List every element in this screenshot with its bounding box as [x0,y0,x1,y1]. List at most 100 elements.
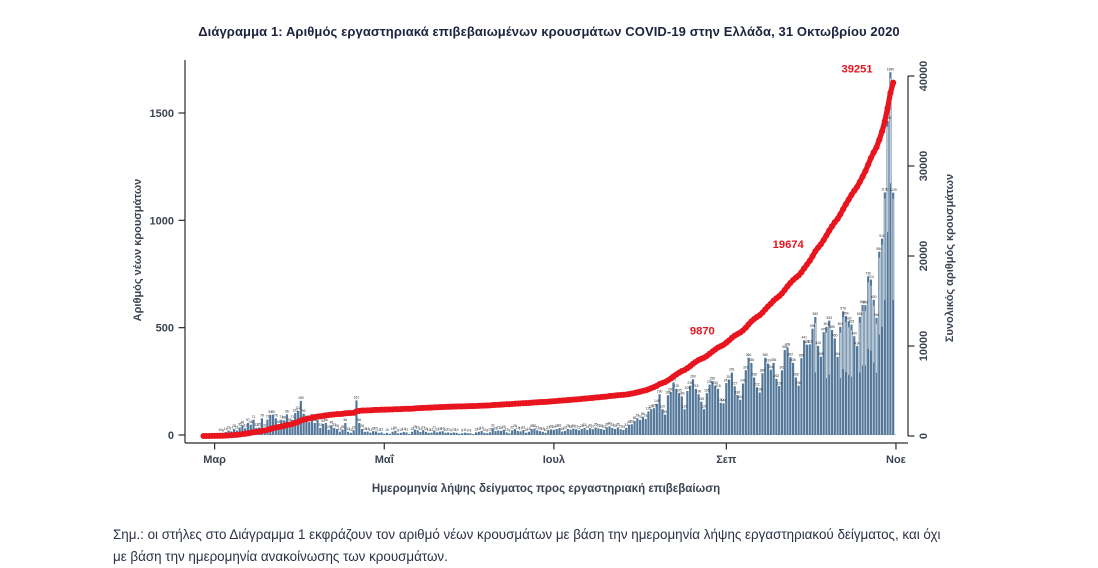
bar-value-label: 533 [826,316,832,320]
bar [625,428,627,435]
bar [778,386,780,435]
bar-value-label: 35 [257,423,261,427]
bar [617,427,619,435]
cumulative-point [882,118,888,124]
bar-value-label: 724 [868,275,874,279]
bar-value-label: 78 [260,413,264,417]
annotation-19674: 19674 [773,239,805,251]
bar [786,347,788,435]
x-axis-title: Ημερομηνία λήψης δείγματος προς εργαστηρ… [372,483,720,495]
bar [806,345,808,435]
bar [397,433,399,435]
bar-value-label: 10 [455,428,459,432]
bar-value-label: 301 [779,366,785,370]
cumulative-point [865,161,871,167]
bar-value-label: 120 [682,404,688,408]
bar [789,357,791,435]
bar-value-label: 9 [467,428,469,432]
bar-value-label: 489 [829,325,835,329]
bar-value-label: 33 [318,423,322,427]
bar [645,419,647,435]
bar-value-label: 198 [757,388,763,392]
bar [759,393,761,436]
bar [809,344,811,435]
bar [497,430,499,435]
bar [478,432,480,435]
bar-value-label: 125 [651,403,657,407]
left-tick-label: 0 [168,430,174,442]
bar [525,433,527,435]
cumulative-point [837,211,843,217]
bar [853,336,855,435]
bar [561,432,563,435]
bar [339,432,341,435]
bar-value-label: 145 [654,399,660,403]
bar [400,433,402,435]
bar [425,432,427,435]
cumulative-point [885,105,891,111]
right-tick-label: 30000 [918,151,930,182]
x-tick-label: Ιουλ [543,454,565,466]
cumulative-point [890,80,896,86]
bar-value-label: 630 [871,295,877,299]
left-tick-label: 1500 [150,108,174,120]
bar-value-label: 504 [838,322,844,326]
footnote-line-2: με βάση την ημερομηνία ανακοίνωσης των κ… [113,549,448,564]
bar [722,403,724,435]
bar [667,395,669,435]
cumulative-point [857,179,863,185]
bar [511,430,513,435]
bar [622,430,624,435]
bar [603,430,605,435]
bar [519,431,521,435]
bar-value-label: 222 [754,383,760,387]
cumulative-point [868,155,874,161]
bar [569,430,571,435]
bar-value-label: 48 [277,420,281,424]
bar [436,432,438,435]
x-tick-label: Νοε [886,454,907,466]
bar-value-label: 495 [810,324,816,328]
bar [542,432,544,435]
bar-value-label: 268 [751,373,757,377]
bar [620,429,622,435]
bar-value-label: 31 [243,424,247,428]
bar [533,429,535,435]
bar-value-label: 268 [793,373,799,377]
bar [781,370,783,435]
bar-value-label: 358 [799,353,805,357]
bar [389,434,391,435]
bar-value-label: 422 [807,340,813,344]
bar-value-label: 304 [768,365,774,369]
bar [664,415,666,435]
bar-value-label: 450 [832,334,838,338]
bar [631,424,633,435]
bar [333,428,335,435]
bar-value-label: 31 [263,424,267,428]
footnote: Σημ.: οι στήλες στο Διάγραμμα 1 εκφράζου… [113,524,1033,568]
bar [798,386,800,435]
bar-value-label: 56 [357,418,361,422]
bar-value-label: 408 [785,343,791,347]
bar [428,433,430,435]
bar-value-label: 161 [354,396,360,400]
cumulative-line [200,80,896,439]
bar [550,429,552,435]
bar-value-label: 25 [327,425,331,429]
bar [592,429,594,435]
bar [508,433,510,435]
bar [575,429,577,435]
bar [670,392,672,435]
bar [728,380,730,435]
bar [614,429,616,435]
bar [811,329,813,435]
bar [483,433,485,435]
bar-value-label: 155 [699,397,705,401]
bar [392,432,394,435]
bar [347,432,349,435]
bar [447,432,449,435]
bar-value-label: 25 [341,425,345,429]
bar [633,421,635,435]
bar [475,432,477,435]
